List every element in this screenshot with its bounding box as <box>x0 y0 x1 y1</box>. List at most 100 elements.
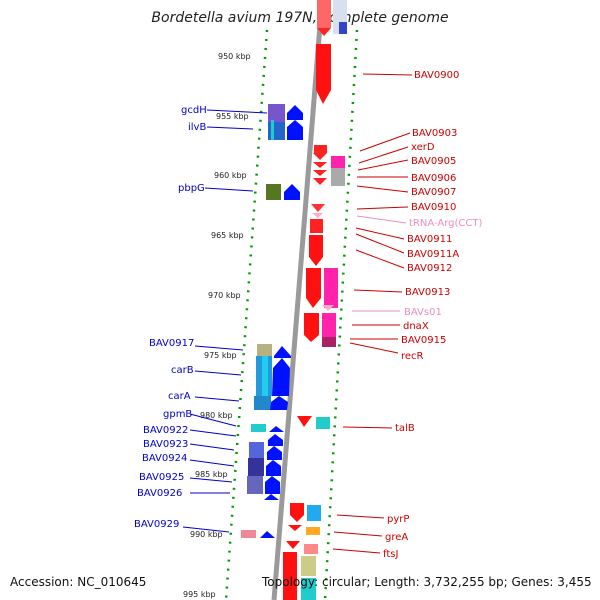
gene-feature <box>247 476 263 494</box>
ruler-tick: 960 kbp <box>214 171 247 180</box>
gene-feature <box>316 417 330 429</box>
gene-feature <box>268 104 285 122</box>
gene-label: BAV0910 <box>411 202 456 213</box>
gene-feature <box>274 346 291 358</box>
gene-label: ftsJ <box>383 549 398 560</box>
ruler-tick: 980 kbp <box>200 411 233 420</box>
gene-feature <box>265 476 280 494</box>
gene-feature <box>254 396 271 410</box>
gene-feature <box>290 515 304 522</box>
gene-label: BAV0903 <box>412 128 457 139</box>
gene-feature <box>313 162 327 168</box>
gene-feature <box>322 313 336 337</box>
gene-feature <box>262 356 268 396</box>
gene-feature <box>267 446 282 460</box>
topology-text: Topology: circular; Length: 3,732,255 bp… <box>262 575 592 589</box>
gene-feature <box>287 105 303 120</box>
gene-label: greA <box>385 532 408 543</box>
gene-feature <box>313 153 327 160</box>
gene-label: BAV0911A <box>407 249 459 260</box>
map-title: Bordetella avium 197N, complete genome <box>151 10 449 26</box>
ruler-tick: 950 kbp <box>218 52 251 61</box>
gene-feature <box>313 170 327 176</box>
gene-feature <box>269 426 284 432</box>
gene-feature <box>287 120 303 140</box>
gene-label: BAV0913 <box>405 287 450 298</box>
gene-feature <box>324 268 338 308</box>
gene-feature <box>286 541 300 549</box>
gene-label: recR <box>401 351 424 362</box>
genome-backbone <box>271 0 325 600</box>
gene-feature <box>316 44 331 90</box>
gene-feature <box>306 527 320 535</box>
gene-feature <box>317 0 331 28</box>
gene-feature <box>271 120 274 140</box>
forward-features <box>283 0 347 600</box>
ruler-tick: 975 kbp <box>204 351 237 360</box>
gene-feature <box>283 552 297 600</box>
ruler-tick: 995 kbp <box>183 590 216 599</box>
gene-label: BAV0911 <box>407 234 452 245</box>
reverse-gene-labels: gcdH ilvB pbpG BAV0917 carB carA gpmB BA… <box>134 105 268 533</box>
gene-label: carB <box>171 365 194 376</box>
gene-label: BAV0929 <box>134 519 179 530</box>
gene-feature <box>310 219 323 233</box>
gene-feature <box>307 505 321 521</box>
gene-feature <box>297 416 312 427</box>
gene-feature <box>331 156 345 168</box>
gene-feature <box>301 556 316 576</box>
gene-feature <box>251 424 266 432</box>
ruler-tick: 965 kbp <box>211 231 244 240</box>
gene-feature <box>311 204 325 212</box>
gene-feature <box>272 358 290 396</box>
gene-feature <box>317 28 331 36</box>
gene-feature <box>301 578 316 600</box>
forward-gene-labels: BAV0900 BAV0903 xerD BAV0905 BAV0906 BAV… <box>332 70 482 560</box>
gene-feature <box>260 531 275 538</box>
gene-feature <box>306 268 321 298</box>
gene-feature <box>312 213 323 218</box>
gene-label: BAV0923 <box>143 439 188 450</box>
gene-label: BAV0912 <box>407 263 452 274</box>
ruler-tick: 970 kbp <box>208 291 241 300</box>
gene-label: pyrP <box>387 514 409 525</box>
gene-label: BAV0915 <box>401 335 446 346</box>
gene-label: BAV0900 <box>414 70 459 81</box>
gene-feature <box>266 184 281 200</box>
gene-feature <box>304 335 319 342</box>
gene-feature <box>257 344 272 356</box>
gene-feature <box>339 22 347 34</box>
gene-label: tRNA-Arg(CCT) <box>409 218 482 229</box>
gene-feature <box>304 313 319 335</box>
gene-feature <box>309 235 323 257</box>
gene-feature <box>322 337 336 347</box>
gene-feature <box>241 530 256 538</box>
gene-label: BAV0924 <box>142 453 187 464</box>
gene-feature <box>316 90 331 104</box>
gene-feature <box>306 298 321 308</box>
gene-feature <box>288 525 302 531</box>
gene-label: BAV0905 <box>411 156 456 167</box>
gene-feature <box>309 257 323 266</box>
ruler-tick: 955 kbp <box>216 112 249 121</box>
gene-label: talB <box>395 423 415 434</box>
gene-label: gcdH <box>181 105 207 116</box>
ruler-tick: 985 kbp <box>195 470 228 479</box>
gene-label: BAV0925 <box>139 472 184 483</box>
gene-feature <box>248 458 264 476</box>
gene-feature <box>284 184 300 200</box>
gene-label: BAVs01 <box>404 307 442 318</box>
gene-feature <box>268 434 283 446</box>
gene-label: carA <box>168 391 191 402</box>
gene-feature <box>322 305 334 311</box>
gene-label: BAV0907 <box>411 187 456 198</box>
gene-label: gpmB <box>163 409 192 420</box>
gene-label: ilvB <box>188 122 206 133</box>
gene-label: pbpG <box>178 183 205 194</box>
gene-feature <box>313 178 327 185</box>
gene-label: BAV0926 <box>137 488 182 499</box>
gene-feature <box>314 145 327 153</box>
accession-text: Accession: NC_010645 <box>10 575 147 589</box>
reverse-features <box>241 104 303 538</box>
